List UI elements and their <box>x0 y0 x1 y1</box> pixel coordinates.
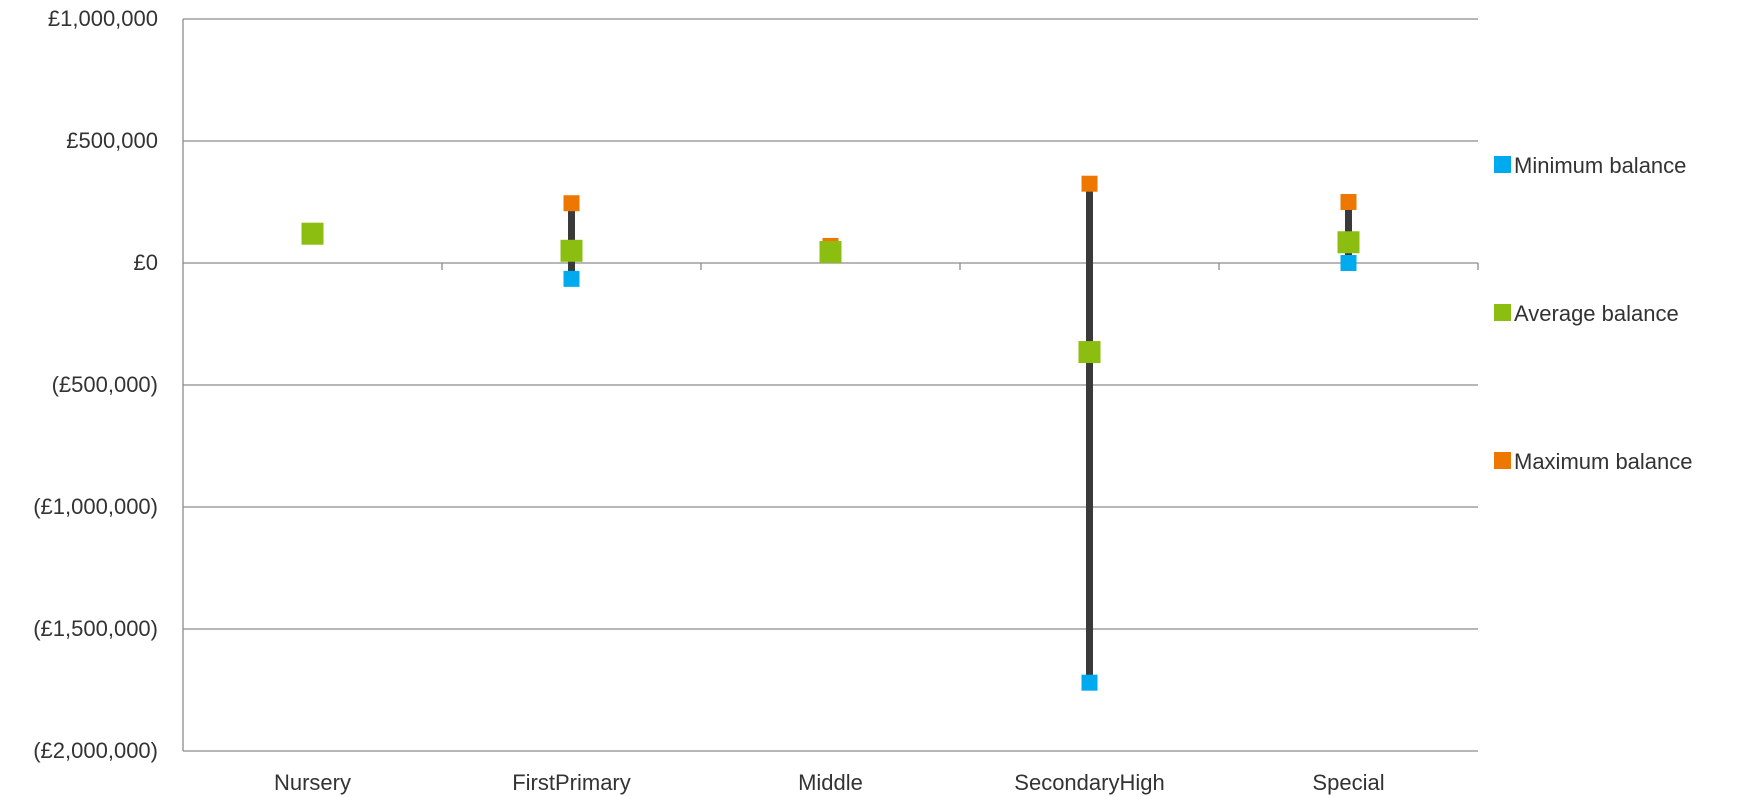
min-marker <box>1340 255 1357 271</box>
y-tick-label: (£1,000,000) <box>33 494 158 519</box>
legend-item-maximum: Maximum balance <box>1494 449 1693 474</box>
min-marker <box>1081 674 1098 691</box>
max-marker <box>1081 175 1098 192</box>
range-bars <box>568 183 1352 683</box>
avg-marker <box>819 241 842 264</box>
legend-item-average: Average balance <box>1494 301 1679 326</box>
legend-item-minimum: Minimum balance <box>1494 153 1686 178</box>
axes <box>182 19 1479 751</box>
x-tick-label: FirstPrimary <box>512 770 631 795</box>
y-tick-label: £0 <box>134 250 158 275</box>
legend-label: Average balance <box>1514 301 1679 326</box>
avg-marker <box>301 222 324 245</box>
y-tick-label: £1,000,000 <box>48 6 158 31</box>
avg-marker <box>1078 341 1101 364</box>
legend: Minimum balance Average balance Maximum ba… <box>1494 153 1693 474</box>
y-axis-tick-labels: £1,000,000 £500,000 £0 (£500,000) (£1,000,00… <box>33 6 158 763</box>
data-points <box>301 175 1360 691</box>
gridlines <box>183 18 1478 752</box>
y-tick-label: (£500,000) <box>52 372 158 397</box>
x-axis-tick-labels: Nursery FirstPrimary Middle SecondaryHigh Sp… <box>274 770 1385 795</box>
y-tick-label: £500,000 <box>66 128 158 153</box>
legend-marker <box>1494 304 1511 321</box>
x-tick-label: Nursery <box>274 770 351 795</box>
x-tick-label: SecondaryHigh <box>1014 770 1164 795</box>
legend-marker <box>1494 156 1511 173</box>
avg-marker <box>1337 231 1360 254</box>
x-tick-label: Special <box>1312 770 1384 795</box>
legend-marker <box>1494 452 1511 469</box>
max-marker <box>563 195 580 212</box>
min-marker <box>563 270 580 287</box>
legend-label: Maximum balance <box>1514 449 1693 474</box>
y-tick-label: (£2,000,000) <box>33 738 158 763</box>
avg-marker <box>560 239 583 262</box>
y-tick-label: (£1,500,000) <box>33 616 158 641</box>
legend-label: Minimum balance <box>1514 153 1686 178</box>
max-marker <box>1340 194 1357 210</box>
x-tick-label: Middle <box>798 770 863 795</box>
